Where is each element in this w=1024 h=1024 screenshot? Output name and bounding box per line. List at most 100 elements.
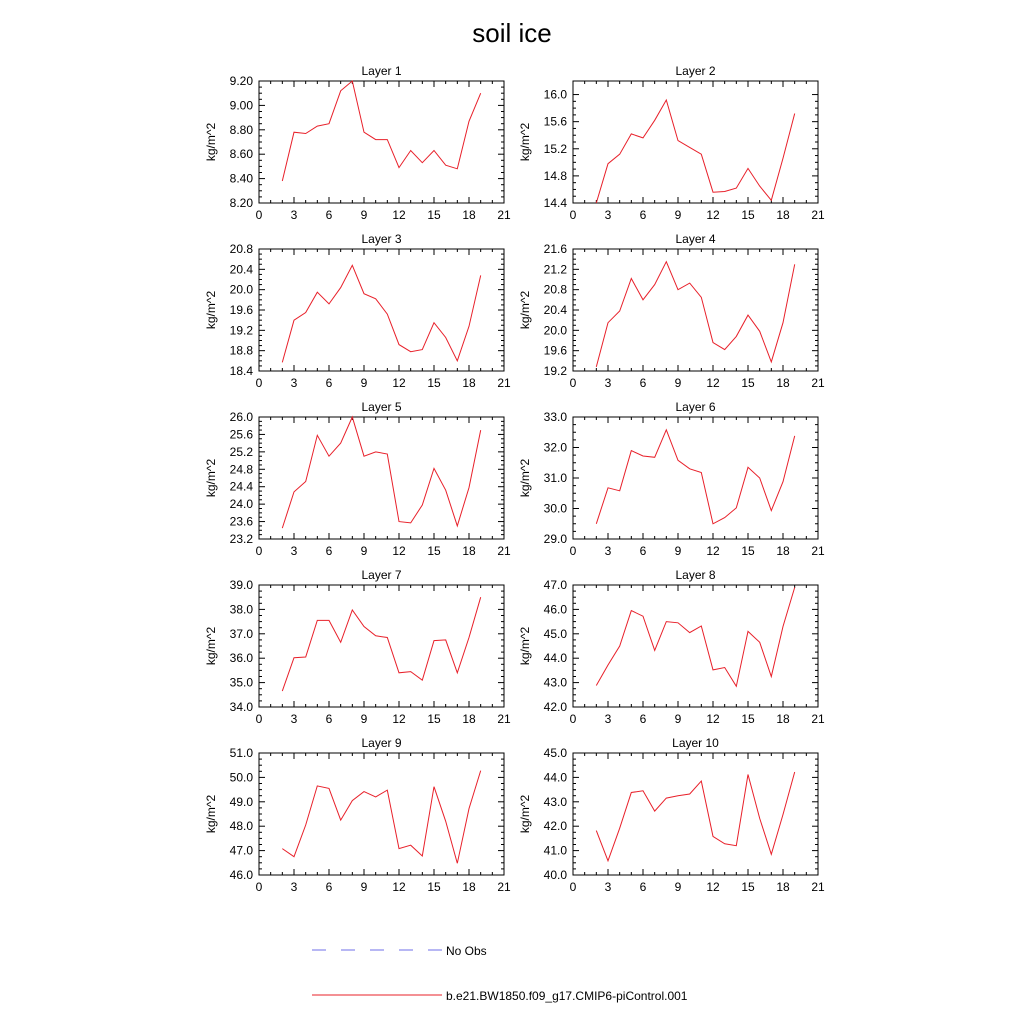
y-tick-label: 19.2 [544,364,568,378]
x-tick-label: 21 [811,376,825,390]
y-tick-label: 8.40 [230,172,254,186]
y-tick-label: 15.2 [544,142,568,156]
x-tick-label: 6 [640,376,647,390]
y-tick-label: 39.0 [230,578,254,592]
x-tick-label: 12 [392,712,406,726]
series-line-0 [595,428,796,525]
x-tick-label: 21 [811,208,825,222]
y-tick-label: 15.6 [544,115,568,129]
y-tick-label: 33.0 [544,410,568,424]
x-tick-label: 6 [326,712,333,726]
y-axis-label: kg/m^2 [204,795,218,834]
y-tick-label: 20.4 [230,262,254,276]
x-tick-label: 0 [256,880,263,894]
y-tick-label: 45.0 [544,746,568,760]
x-tick-label: 0 [570,880,577,894]
x-tick-label: 0 [570,376,577,390]
x-tick-label: 0 [570,712,577,726]
x-tick-label: 3 [291,880,298,894]
plot-frame [572,248,819,372]
y-tick-label: 30.0 [544,502,568,516]
x-tick-label: 6 [326,376,333,390]
y-axis-label: kg/m^2 [518,123,532,162]
x-tick-label: 6 [640,544,647,558]
chart-panel-layer-5: Layer 5 0 3 6 9 12 15 18 21 23.2 23.6 24.0 24.4 24.8 2… [204,400,511,558]
x-tick-label: 3 [291,208,298,222]
y-tick-label: 37.0 [230,627,254,641]
x-tick-label: 15 [427,376,441,390]
x-tick-label: 3 [291,544,298,558]
x-tick-label: 12 [706,712,720,726]
y-tick-label: 26.0 [230,410,254,424]
panel-title: Layer 7 [361,568,401,582]
x-tick-label: 15 [427,208,441,222]
x-tick-label: 21 [497,208,511,222]
x-tick-label: 18 [776,208,790,222]
x-tick-label: 15 [741,712,755,726]
x-tick-label: 18 [776,544,790,558]
chart-panel-layer-3: Layer 3 0 3 6 9 12 15 18 21 18.4 18.8 19.2 19.6 20.0 2… [204,232,511,390]
x-tick-label: 6 [326,880,333,894]
chart-panel-layer-7: Layer 7 0 3 6 9 12 15 18 21 34.0 35.0 36.0 37.0 38.0 3… [204,568,511,726]
x-tick-label: 12 [706,376,720,390]
y-axis-label: kg/m^2 [518,795,532,834]
legend: No Obs b.e21.BW1850.f09_g17.CMIP6-piCont… [312,944,688,1003]
y-axis-label: kg/m^2 [204,459,218,498]
y-tick-label: 20.8 [230,242,254,256]
y-tick-label: 14.8 [544,169,568,183]
y-tick-label: 18.4 [230,364,254,378]
series-line-0 [281,80,482,182]
y-tick-label: 25.6 [230,427,254,441]
y-tick-label: 23.2 [230,532,254,546]
y-tick-label: 14.4 [544,196,568,210]
x-tick-label: 12 [706,544,720,558]
x-tick-label: 9 [675,208,682,222]
y-tick-label: 47.0 [544,578,568,592]
panel-title: Layer 5 [361,400,401,414]
x-tick-label: 9 [675,376,682,390]
x-tick-label: 15 [741,376,755,390]
y-axis-label: kg/m^2 [204,627,218,666]
y-tick-label: 43.0 [544,795,568,809]
x-tick-label: 9 [361,208,368,222]
y-tick-label: 18.8 [230,344,254,358]
series-line-0 [595,771,796,863]
x-tick-label: 12 [392,208,406,222]
y-tick-label: 20.0 [230,283,254,297]
y-tick-label: 25.2 [230,445,254,459]
x-tick-label: 9 [675,880,682,894]
panel-title: Layer 6 [675,400,715,414]
x-tick-label: 12 [392,544,406,558]
series-line-0 [281,597,482,692]
y-tick-label: 34.0 [230,700,254,714]
x-tick-label: 12 [392,376,406,390]
y-tick-label: 23.6 [230,515,254,529]
y-tick-label: 29.0 [544,532,568,546]
x-tick-label: 18 [776,880,790,894]
figure-title: soil ice [472,18,551,48]
x-tick-label: 18 [462,712,476,726]
y-tick-label: 20.4 [544,303,568,317]
x-tick-label: 12 [706,880,720,894]
y-tick-label: 44.0 [544,651,568,665]
y-tick-label: 51.0 [230,746,254,760]
y-tick-label: 48.0 [230,819,254,833]
panel-title: Layer 3 [361,232,401,246]
x-tick-label: 15 [427,544,441,558]
x-tick-label: 21 [811,544,825,558]
y-axis-label: kg/m^2 [518,459,532,498]
panel-title: Layer 1 [361,64,401,78]
x-tick-label: 0 [256,376,263,390]
y-tick-label: 35.0 [230,676,254,690]
x-tick-label: 21 [497,880,511,894]
y-tick-label: 47.0 [230,844,254,858]
chart-panel-layer-8: Layer 8 0 3 6 9 12 15 18 21 42.0 43.0 44.0 45.0 46.0 4… [518,568,825,726]
plot-frame [258,752,505,876]
panels-grid: Layer 10 3 6 9 12 15 18 218.208.408.608.809.009… [204,64,825,894]
y-tick-label: 21.2 [544,262,568,276]
plot-frame [572,584,819,708]
y-tick-label: 49.0 [230,795,254,809]
y-tick-label: 19.6 [230,303,254,317]
x-tick-label: 9 [675,544,682,558]
